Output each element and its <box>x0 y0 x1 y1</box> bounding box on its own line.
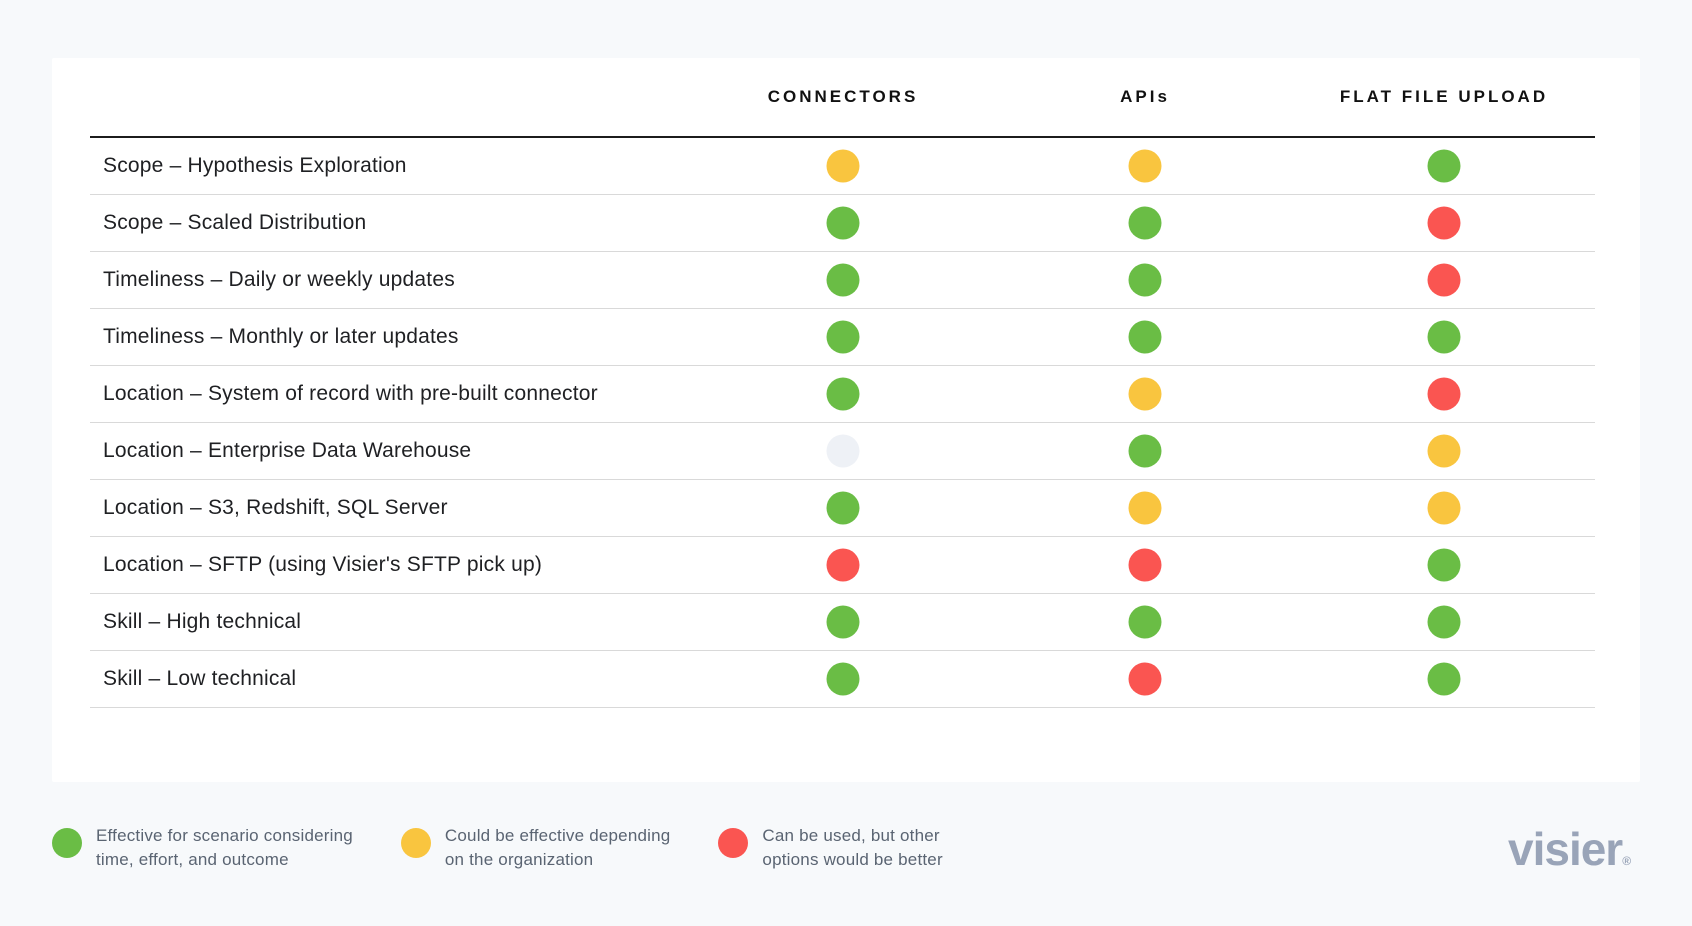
status-dot-yellow <box>1128 149 1162 183</box>
row-label: Location – S3, Redshift, SQL Server <box>103 496 448 519</box>
registered-trademark-icon: ® <box>1622 854 1632 868</box>
table-row: Skill – High technical <box>90 594 1595 651</box>
visier-logo-text: visier <box>1508 823 1623 875</box>
status-dot-green <box>826 662 860 696</box>
table-row: Location – Enterprise Data Warehouse <box>90 423 1595 480</box>
row-label: Scope – Hypothesis Exploration <box>103 154 407 177</box>
legend-dot-yellow <box>400 828 431 858</box>
status-dot-yellow <box>1427 434 1461 468</box>
table-row: Timeliness – Daily or weekly updates <box>90 252 1595 309</box>
table-body: Scope – Hypothesis Exploration Scope – Sc… <box>90 138 1595 708</box>
table-row: Scope – Hypothesis Exploration <box>90 138 1595 195</box>
table-row: Location – System of record with pre-bui… <box>90 366 1595 423</box>
status-dot-green <box>1128 263 1162 297</box>
table-row: Timeliness – Monthly or later updates <box>90 309 1595 366</box>
status-dot-green <box>1427 548 1461 582</box>
row-label: Skill – High technical <box>103 610 302 633</box>
status-dot-none <box>826 434 860 468</box>
status-dot-green <box>1128 320 1162 354</box>
status-dot-green <box>1427 605 1461 639</box>
status-dot-red <box>1427 263 1461 297</box>
status-dot-green <box>826 605 860 639</box>
status-dot-green <box>1128 206 1162 240</box>
row-label: Scope – Scaled Distribution <box>103 211 367 234</box>
status-dot-green <box>826 206 860 240</box>
column-header: CONNECTORS <box>767 87 919 106</box>
status-dot-red <box>1128 548 1162 582</box>
table-row: Scope – Scaled Distribution <box>90 195 1595 252</box>
table-row: Location – S3, Redshift, SQL Server <box>90 480 1595 537</box>
table-row: Location – SFTP (using Visier's SFTP pic… <box>90 537 1595 594</box>
legend-item: Effective for scenario considering time,… <box>52 824 353 872</box>
status-dot-green <box>1427 320 1461 354</box>
status-dot-green <box>1128 605 1162 639</box>
status-dot-green <box>1128 434 1162 468</box>
status-dot-red <box>1128 662 1162 696</box>
status-dot-green <box>826 320 860 354</box>
visier-logo: visier® <box>1508 822 1631 876</box>
comparison-table-card: CONNECTORS APIs FLAT FILE UPLOAD Scope – H… <box>52 58 1640 782</box>
status-dot-yellow <box>1128 377 1162 411</box>
row-label: Location – SFTP (using Visier's SFTP pic… <box>103 553 543 576</box>
row-label: Location – Enterprise Data Warehouse <box>103 439 472 462</box>
column-header: APIs <box>1120 87 1170 106</box>
status-dot-green <box>826 377 860 411</box>
status-dot-yellow <box>1427 491 1461 525</box>
row-label: Timeliness – Daily or weekly updates <box>103 268 455 291</box>
status-dot-red <box>1427 377 1461 411</box>
row-label: Location – System of record with pre-bui… <box>103 382 598 405</box>
column-header: FLAT FILE UPLOAD <box>1339 87 1549 106</box>
status-dot-green <box>1427 662 1461 696</box>
legend-dot-green <box>52 828 82 858</box>
status-dot-yellow <box>826 149 860 183</box>
status-dot-yellow <box>1128 491 1162 525</box>
status-dot-red <box>826 548 860 582</box>
status-dot-green <box>826 263 860 297</box>
row-label: Skill – Low technical <box>103 667 297 690</box>
legend: Effective for scenario considering time,… <box>52 824 943 872</box>
legend-text: Could be effective depending on the orga… <box>444 826 671 869</box>
legend-text: Effective for scenario considering time,… <box>96 826 353 869</box>
legend-text: Can be used, but other options would be … <box>762 826 943 869</box>
legend-item: Can be used, but other options would be … <box>718 824 943 872</box>
status-dot-red <box>1427 206 1461 240</box>
table-row: Skill – Low technical <box>90 651 1595 708</box>
row-label: Timeliness – Monthly or later updates <box>103 325 459 348</box>
table-header-row: CONNECTORS APIs FLAT FILE UPLOAD <box>90 58 1595 138</box>
status-dot-green <box>826 491 860 525</box>
legend-item: Could be effective depending on the orga… <box>400 824 671 872</box>
legend-dot-red <box>718 828 749 858</box>
status-dot-green <box>1427 149 1461 183</box>
